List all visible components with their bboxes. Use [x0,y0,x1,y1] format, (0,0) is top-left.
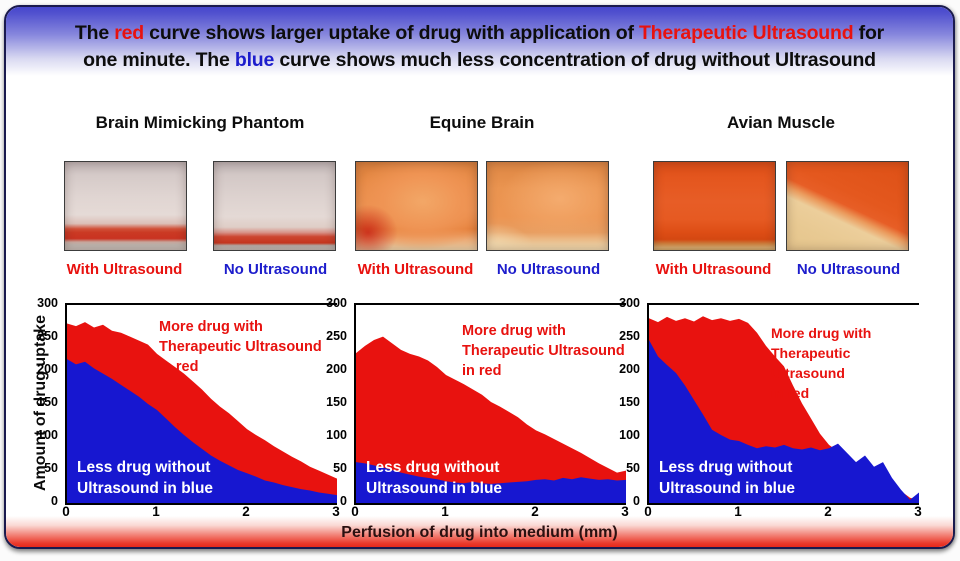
y-tick-label: 200 [619,362,640,376]
headline-segment: one minute. The [83,49,235,71]
phantom-no-ultrasound-photo [213,161,336,251]
area-series-svg [67,322,337,503]
annotation-less-drug: Less drug without Ultrasound in blue [366,459,503,497]
with-ultrasound-label: With Ultrasound [655,261,772,278]
headline-line-2: one minute. The blue curve shows much le… [6,47,953,74]
annotation-less-drug: Less drug without Ultrasound in blue [77,459,214,497]
chart-avian-muscle: 0 50 100 150 200 250 300 More drug with Therap… [619,296,922,527]
x-tick-label: 3 [914,504,922,519]
headline-line-1: The red curve shows larger uptake of dru… [6,20,953,47]
headline-segment: curve shows larger uptake of drug with a… [143,22,639,44]
area-plot: More drug with Therapeutic Ultrasound in… [65,303,337,505]
red-area-series [356,336,626,503]
label-row: With Ultrasound No Ultrasound [64,261,336,278]
x-tick-label: 0 [62,504,70,519]
y-tick-label: 300 [326,296,347,310]
x-tick-label: 1 [152,504,160,519]
y-axis-ticks: 0 50 100 150 200 250 300 [29,296,61,508]
headline-segment: blue [234,49,275,71]
x-axis-ticks: 0 1 2 3 [351,504,629,520]
x-tick-label: 2 [824,504,832,519]
x-tick-label: 2 [531,504,539,519]
y-tick-label: 100 [326,428,347,442]
blue-area-series [356,462,626,503]
annotation-more-drug: More drug with Therapeutic Ultrasound in… [159,319,322,375]
y-tick-label: 50 [626,461,640,475]
label-row: With Ultrasound No Ultrasound [355,261,609,278]
y-tick-label: 50 [333,461,347,475]
x-tick-label: 1 [734,504,742,519]
header-band: The red curve shows larger uptake of dru… [6,7,953,93]
x-tick-label: 0 [644,504,652,519]
headline-segment: for [853,22,885,44]
equine-no-ultrasound-photo [486,161,609,251]
photo-row [355,161,609,251]
headline-segment: red [114,22,144,44]
y-tick-label: 100 [619,428,640,442]
with-ultrasound-label: With Ultrasound [66,261,183,278]
y-tick-label: 150 [37,395,58,409]
y-tick-label: 100 [37,428,58,442]
area-plot: More drug with Therapeutic Ultrasound in… [354,303,626,505]
avian-no-ultrasound-photo [786,161,909,251]
headline-segment: Therapeutic Ultrasound [638,22,854,44]
y-tick-label: 200 [326,362,347,376]
photo-row [653,161,909,251]
area-series-svg [649,316,919,503]
no-ultrasound-label: No Ultrasound [796,261,901,278]
panel-title: Avian Muscle [726,113,836,132]
headline-segment: curve shows much less concentration of d… [274,49,876,71]
x-tick-label: 1 [441,504,449,519]
x-axis-ticks: 0 1 2 3 [62,504,340,520]
y-tick-label: 150 [619,395,640,409]
annotation-more-drug: More drug with Therapeutic Ultrasound in… [771,325,872,401]
annotation-less-drug: Less drug without Ultrasound in blue [659,459,796,497]
blue-area-series [67,359,337,503]
figure-card: The red curve shows larger uptake of dru… [4,5,955,549]
chart-brain-mimicking-phantom: 0 50 100 150 200 250 300 More drug with Therap… [37,296,340,527]
y-tick-label: 0 [51,494,58,508]
with-ultrasound-label: With Ultrasound [357,261,474,278]
y-tick-label: 250 [37,329,58,343]
x-tick-label: 3 [332,504,340,519]
y-tick-label: 250 [326,329,347,343]
y-tick-label: 0 [633,494,640,508]
x-axis-ticks: 0 1 2 3 [644,504,922,520]
blue-area-series [649,339,919,503]
no-ultrasound-label: No Ultrasound [496,261,601,278]
x-tick-label: 0 [351,504,359,519]
label-row: With Ultrasound No Ultrasound [653,261,909,278]
x-tick-label: 2 [242,504,250,519]
phantom-with-ultrasound-photo [64,161,187,251]
y-tick-label: 300 [37,296,58,310]
y-tick-label: 300 [619,296,640,310]
area-plot: More drug with Therapeutic Ultrasound in… [647,303,919,505]
x-axis-title: Perfusion of drug into medium (mm) [341,524,618,541]
y-tick-label: 250 [619,329,640,343]
photo-row [64,161,336,251]
y-axis-ticks: 0 50 100 150 200 250 300 [318,296,350,508]
area-series-svg [356,336,626,503]
headline: The red curve shows larger uptake of dru… [6,20,953,74]
no-ultrasound-label: No Ultrasound [223,261,328,278]
y-tick-label: 200 [37,362,58,376]
y-tick-label: 50 [44,461,58,475]
y-tick-label: 150 [326,395,347,409]
y-axis-ticks: 0 50 100 150 200 250 300 [611,296,643,508]
y-tick-label: 0 [340,494,347,508]
annotation-more-drug: More drug with Therapeutic Ultrasound in… [462,323,625,379]
panel-title: Equine Brain [429,113,535,132]
panel-title: Brain Mimicking Phantom [95,113,305,132]
x-tick-label: 3 [621,504,629,519]
footer-band: Perfusion of drug into medium (mm) [6,516,953,547]
headline-segment: The [74,22,115,44]
chart-equine-brain: 0 50 100 150 200 250 300 More drug with Therap… [326,296,629,527]
avian-with-ultrasound-photo [653,161,776,251]
equine-with-ultrasound-photo [355,161,478,251]
